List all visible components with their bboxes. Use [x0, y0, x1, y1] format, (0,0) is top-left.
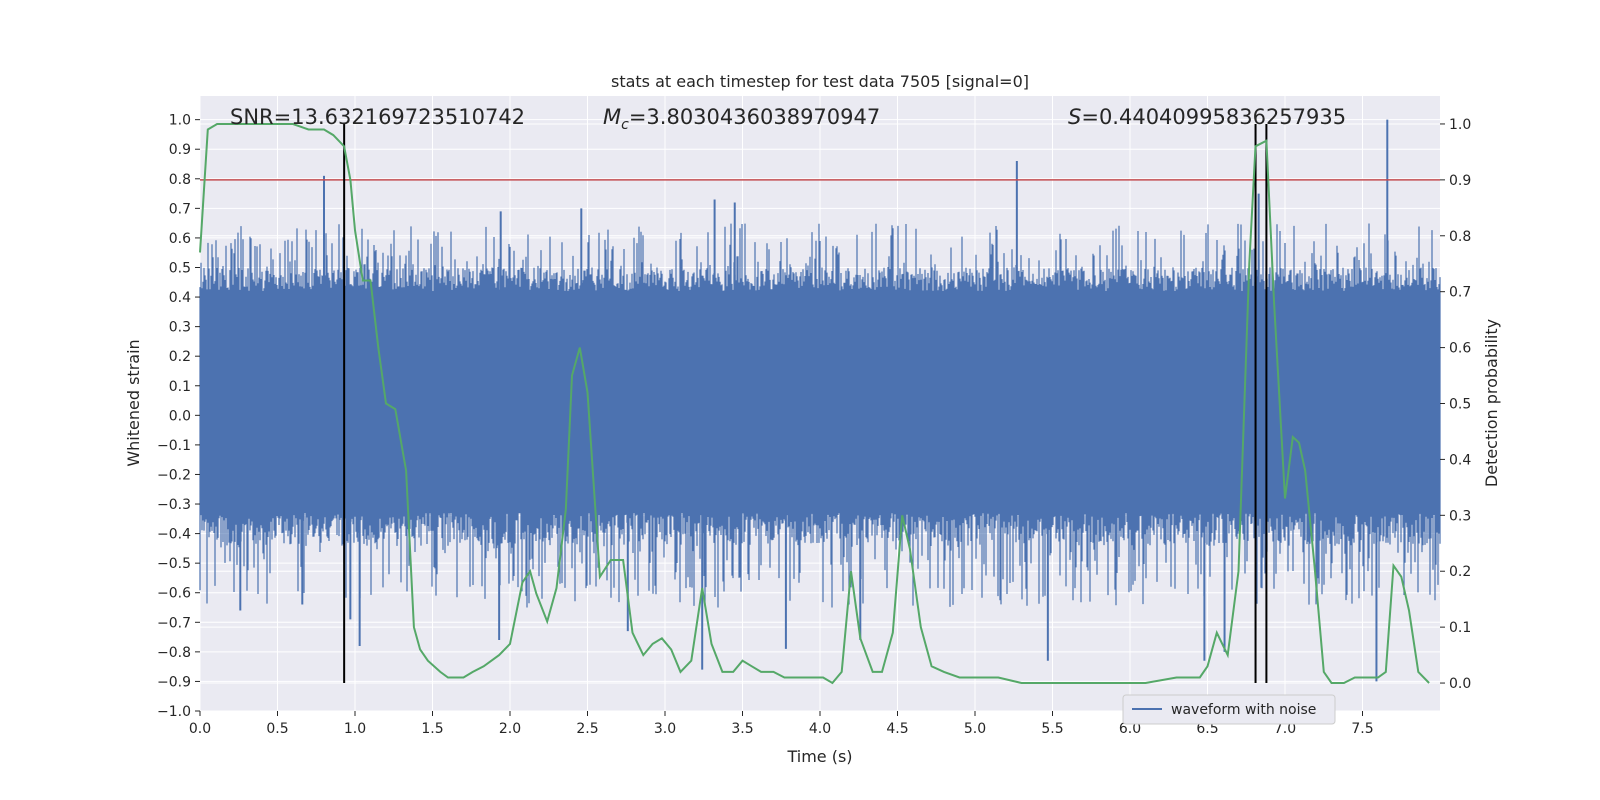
waveform-noise [199, 223, 1441, 608]
x-tick-label: 5.0 [964, 721, 986, 737]
x-tick-label: 0.5 [266, 721, 288, 737]
y-tick-label: 0.1 [169, 379, 191, 395]
legend: waveform with noise [1122, 694, 1336, 725]
s-annotation: S=0.44040995836257935 [1068, 105, 1346, 129]
y-tick-label: −0.2 [157, 467, 191, 483]
y-tick-label: −0.1 [157, 438, 191, 454]
mc-symbol: M [603, 105, 621, 129]
x-tick-label: 1.0 [344, 721, 366, 737]
y2-tick-label: 0.7 [1449, 285, 1471, 301]
y2-axis-label: Detection probability [1482, 319, 1501, 487]
legend-waveform-label: waveform with noise [1171, 702, 1316, 718]
mc-subscript: c [621, 117, 629, 133]
overlay-lines [200, 123, 1440, 684]
y2-tick-label: 0.3 [1449, 508, 1471, 524]
mc-annotation: Mc=3.8030436038970947 [603, 105, 880, 133]
y-tick-label: −0.5 [157, 556, 191, 572]
x-tick-label: 2.5 [576, 721, 598, 737]
y2-tick-label: 0.8 [1449, 229, 1471, 245]
x-tick-label: 6.5 [1196, 721, 1218, 737]
y-tick-label: 0.3 [169, 320, 191, 336]
probability-series [199, 123, 1430, 685]
y-tick-label: −0.6 [157, 586, 191, 602]
y-tick-label: 0.8 [169, 172, 191, 188]
x-tick-label: 2.0 [499, 721, 521, 737]
y-tick-label: 0.2 [169, 349, 191, 365]
y-tick-label: 0.4 [169, 290, 191, 306]
y-tick-label: −0.3 [157, 497, 191, 513]
y2-tick-label: 0.9 [1449, 173, 1471, 189]
s-value: =0.44040995836257935 [1081, 105, 1346, 129]
legend-box [1122, 694, 1336, 725]
ticks: 0.0 0.5 1.0 1.5 2.0 2.5 3.0 3.5 4.0 4.5 5.0 5.5 6.0 6… [157, 113, 1471, 737]
mc-value: =3.8030436038970947 [629, 105, 880, 129]
y-tick-label: 0.5 [169, 260, 191, 276]
y2-tick-label: 0.1 [1449, 620, 1471, 636]
y-tick-label: 0.0 [169, 408, 191, 424]
snr-annotation: SNR=13.632169723510742 [230, 105, 525, 129]
y2-tick-label: 0.0 [1449, 676, 1471, 692]
y-tick-label: 0.7 [169, 201, 191, 217]
y-tick-label: 1.0 [169, 113, 191, 129]
x-tick-label: 4.0 [809, 721, 831, 737]
chart-title: stats at each timestep for test data 750… [611, 72, 1029, 91]
y-tick-label: −0.9 [157, 674, 191, 690]
y-tick-label: −1.0 [157, 704, 191, 720]
y-tick-label: −0.8 [157, 645, 191, 661]
y-tick-label: −0.4 [157, 527, 191, 543]
y2-tick-label: 1.0 [1449, 117, 1471, 133]
y-axis-label: Whitened strain [124, 339, 143, 466]
x-tick-label: 7.0 [1274, 721, 1296, 737]
y2-tick-label: 0.4 [1449, 452, 1471, 468]
y-tick-label: −0.7 [157, 615, 191, 631]
x-tick-label: 1.5 [421, 721, 443, 737]
x-axis-label: Time (s) [786, 747, 852, 766]
y2-tick-label: 0.6 [1449, 341, 1471, 357]
y2-tick-label: 0.5 [1449, 397, 1471, 413]
x-tick-label: 3.0 [654, 721, 676, 737]
x-tick-label: 7.5 [1351, 721, 1373, 737]
x-tick-label: 5.5 [1041, 721, 1063, 737]
x-tick-label: 3.5 [731, 721, 753, 737]
x-tick-label: 4.5 [886, 721, 908, 737]
s-symbol: S [1068, 105, 1081, 129]
probability-line [199, 123, 1430, 685]
y-tick-label: 0.6 [169, 231, 191, 247]
y-tick-label: 0.9 [169, 142, 191, 158]
x-tick-label: 0.0 [189, 721, 211, 737]
x-tick-label: 6.0 [1119, 721, 1141, 737]
y2-tick-label: 0.2 [1449, 564, 1471, 580]
